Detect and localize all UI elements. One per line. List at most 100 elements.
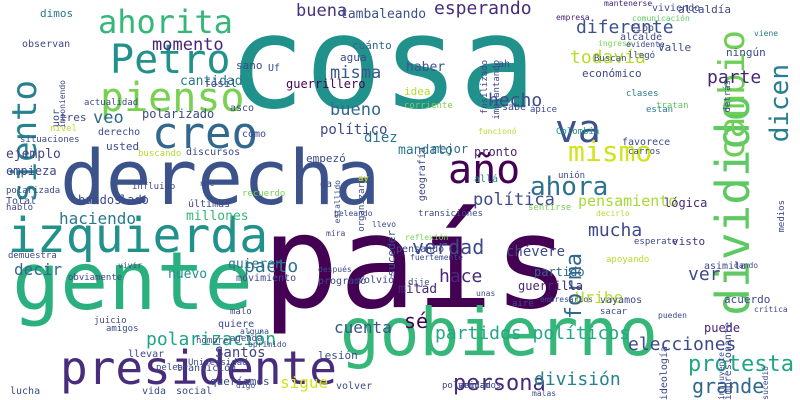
cloud-word: elecciones xyxy=(628,334,737,355)
cloud-word: cosa xyxy=(228,0,537,138)
cloud-word: protesta xyxy=(688,352,794,377)
cloud-word: cuenta xyxy=(334,318,392,337)
cloud-word: político xyxy=(320,122,388,138)
cloud-word: cantidad xyxy=(180,74,243,89)
cloud-word: actualidad xyxy=(84,98,139,108)
cloud-word: diferente xyxy=(576,17,674,38)
cloud-word: sabe xyxy=(502,102,527,113)
cloud-word: buena xyxy=(296,1,348,21)
cloud-word: sigue xyxy=(280,373,329,392)
cloud-word: cuánto xyxy=(352,39,392,52)
cloud-word: mantenerse xyxy=(604,0,653,8)
cloud-word: mitad xyxy=(398,282,438,297)
cloud-word: agenda xyxy=(230,334,263,344)
cloud-word: dije xyxy=(408,278,430,288)
cloud-word: sé xyxy=(404,309,429,333)
cloud-word: ideología xyxy=(659,345,670,400)
cloud-word: país xyxy=(262,189,571,338)
cloud-word: ver xyxy=(688,264,721,285)
cloud-word: haciendo xyxy=(59,209,137,228)
cloud-word: diez xyxy=(364,130,398,146)
cloud-word: organizar xyxy=(357,183,367,232)
cloud-word: partidos políticos xyxy=(435,323,631,344)
cloud-word: malas xyxy=(532,389,557,398)
cloud-word: sano xyxy=(236,59,263,72)
cloud-word: sacar xyxy=(600,307,628,317)
cloud-word: creo xyxy=(152,108,258,159)
cloud-word: bueno xyxy=(330,100,382,120)
cloud-word: pelea xyxy=(156,363,184,373)
cloud-word: quieren xyxy=(228,257,283,272)
cloud-word: empresa xyxy=(556,13,590,22)
cloud-word: ningún xyxy=(726,46,766,59)
cloud-word: polarizada xyxy=(6,186,61,196)
cloud-word: noe xyxy=(200,179,215,188)
cloud-word: dando xyxy=(734,261,759,270)
cloud-word: tipo xyxy=(630,23,655,34)
cloud-word: partido xyxy=(534,265,585,279)
cloud-word: llegó xyxy=(628,51,656,61)
cloud-word: año xyxy=(448,147,521,193)
cloud-word: tres xyxy=(60,111,87,124)
cloud-word: ahorita xyxy=(98,3,233,41)
cloud-word: unión xyxy=(558,171,586,181)
cloud-word: estan xyxy=(646,105,674,115)
cloud-word: pacto xyxy=(244,256,299,277)
cloud-word: unas xyxy=(476,289,496,298)
cloud-word: Uribe xyxy=(575,288,624,307)
cloud-word: derecho xyxy=(98,127,141,138)
cloud-word: lógica xyxy=(664,196,708,210)
cloud-word: habló xyxy=(6,203,34,213)
cloud-word: aire xyxy=(512,299,534,309)
cloud-word: obviamente xyxy=(68,273,123,283)
cloud-word: influido xyxy=(132,182,176,192)
cloud-word: buscando xyxy=(138,149,182,159)
cloud-word: pienso xyxy=(100,75,245,121)
cloud-word: movimiento xyxy=(236,273,297,284)
cloud-word: comunicación xyxy=(632,14,690,23)
cloud-word: alguna xyxy=(240,327,269,336)
cloud-word: grande xyxy=(692,374,765,398)
cloud-word: Buscan xyxy=(594,54,627,64)
cloud-word: llevo xyxy=(372,220,397,229)
cloud-word: Petro xyxy=(110,37,231,83)
cloud-word: ejemplo xyxy=(6,147,61,162)
cloud-word: mismo xyxy=(568,135,653,168)
cloud-word: alcalde xyxy=(620,32,663,43)
cloud-word: tratan xyxy=(656,101,689,111)
cloud-word: persona xyxy=(453,371,546,396)
cloud-word: llevar xyxy=(128,349,165,360)
cloud-word: acuerdo xyxy=(724,293,771,306)
cloud-word: pensamiento xyxy=(578,192,678,210)
cloud-word: polarización xyxy=(146,329,277,350)
cloud-word: empezó xyxy=(306,152,346,165)
cloud-word: hombre xyxy=(196,336,229,346)
cloud-word: hace xyxy=(439,266,483,287)
cloud-word: todavía xyxy=(570,47,646,68)
cloud-word: pronto xyxy=(474,145,518,159)
cloud-word: corriente xyxy=(404,101,453,111)
cloud-word: ahora xyxy=(530,172,609,202)
cloud-word: visto xyxy=(672,235,706,248)
cloud-word: ápice xyxy=(530,105,558,115)
cloud-word: empieza xyxy=(6,164,57,178)
cloud-word: asco xyxy=(230,103,255,114)
cloud-word: reflexión xyxy=(405,233,449,242)
cloud-word: decir xyxy=(14,260,63,279)
cloud-word: política xyxy=(473,190,555,210)
cloud-word: volver xyxy=(336,381,373,392)
cloud-word: vayamos xyxy=(600,295,643,306)
cloud-word: juicio xyxy=(94,316,127,326)
cloud-word: veníamos xyxy=(458,381,502,391)
cloud-word: Santos xyxy=(215,345,266,361)
cloud-word: económico xyxy=(582,67,642,80)
cloud-word: crítica xyxy=(754,305,788,314)
cloud-word: últimas xyxy=(188,199,231,210)
cloud-word: gobierno xyxy=(340,294,658,371)
cloud-word: malo xyxy=(230,307,252,317)
cloud-word: sentirse xyxy=(528,203,572,213)
cloud-word: Uf xyxy=(268,63,281,74)
cloud-word: empresarios xyxy=(540,295,593,304)
cloud-word: verdad xyxy=(412,235,485,259)
